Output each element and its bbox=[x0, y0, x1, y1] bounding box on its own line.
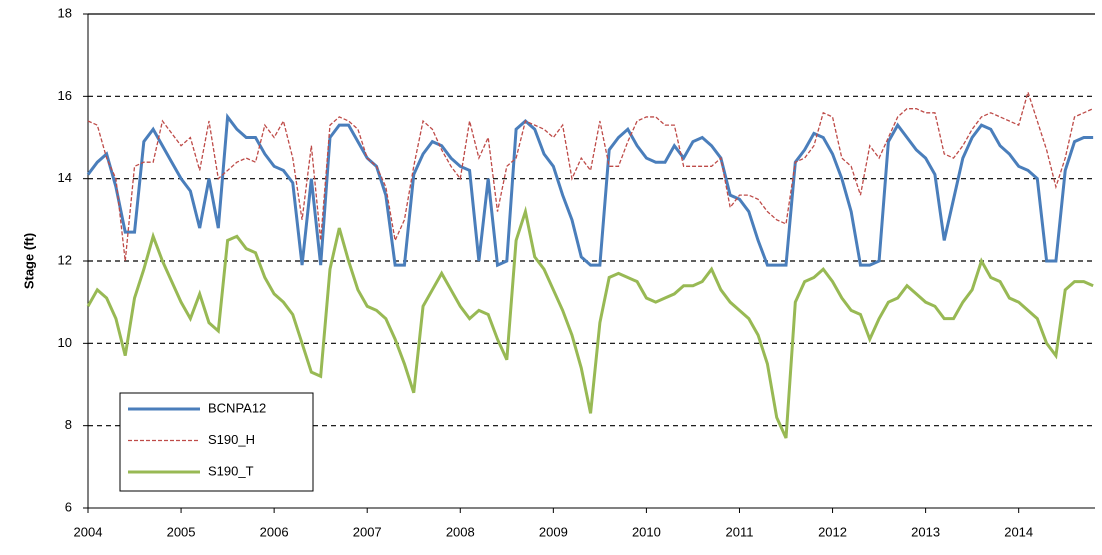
y-tick-label: 10 bbox=[58, 335, 72, 350]
x-tick-label: 2004 bbox=[74, 524, 103, 539]
y-tick-label: 14 bbox=[58, 170, 72, 185]
x-tick-label: 2011 bbox=[725, 524, 753, 539]
y-tick-label: 12 bbox=[58, 252, 72, 267]
legend-label: BCNPA12 bbox=[208, 400, 266, 415]
series-line bbox=[86, 205, 1094, 439]
x-tick-label: 2005 bbox=[167, 524, 196, 539]
x-tick-label: 2014 bbox=[1004, 524, 1033, 539]
x-tick-label: 2012 bbox=[818, 524, 847, 539]
legend-label: S190_H bbox=[208, 432, 255, 447]
x-tick-label: 2010 bbox=[632, 524, 661, 539]
y-tick-label: 18 bbox=[58, 5, 72, 20]
series-line bbox=[86, 112, 1094, 268]
y-tick-label: 6 bbox=[65, 499, 72, 514]
x-tick-label: 2007 bbox=[353, 524, 382, 539]
x-tick-label: 2006 bbox=[260, 524, 289, 539]
y-tick-label: 16 bbox=[58, 88, 72, 103]
x-tick-label: 2009 bbox=[539, 524, 568, 539]
y-tick-label: 8 bbox=[65, 417, 72, 432]
legend-label: S190_T bbox=[208, 463, 254, 478]
x-tick-label: 2013 bbox=[911, 524, 940, 539]
x-tick-label: 2008 bbox=[446, 524, 475, 539]
y-axis-label: Stage (ft) bbox=[21, 233, 36, 289]
